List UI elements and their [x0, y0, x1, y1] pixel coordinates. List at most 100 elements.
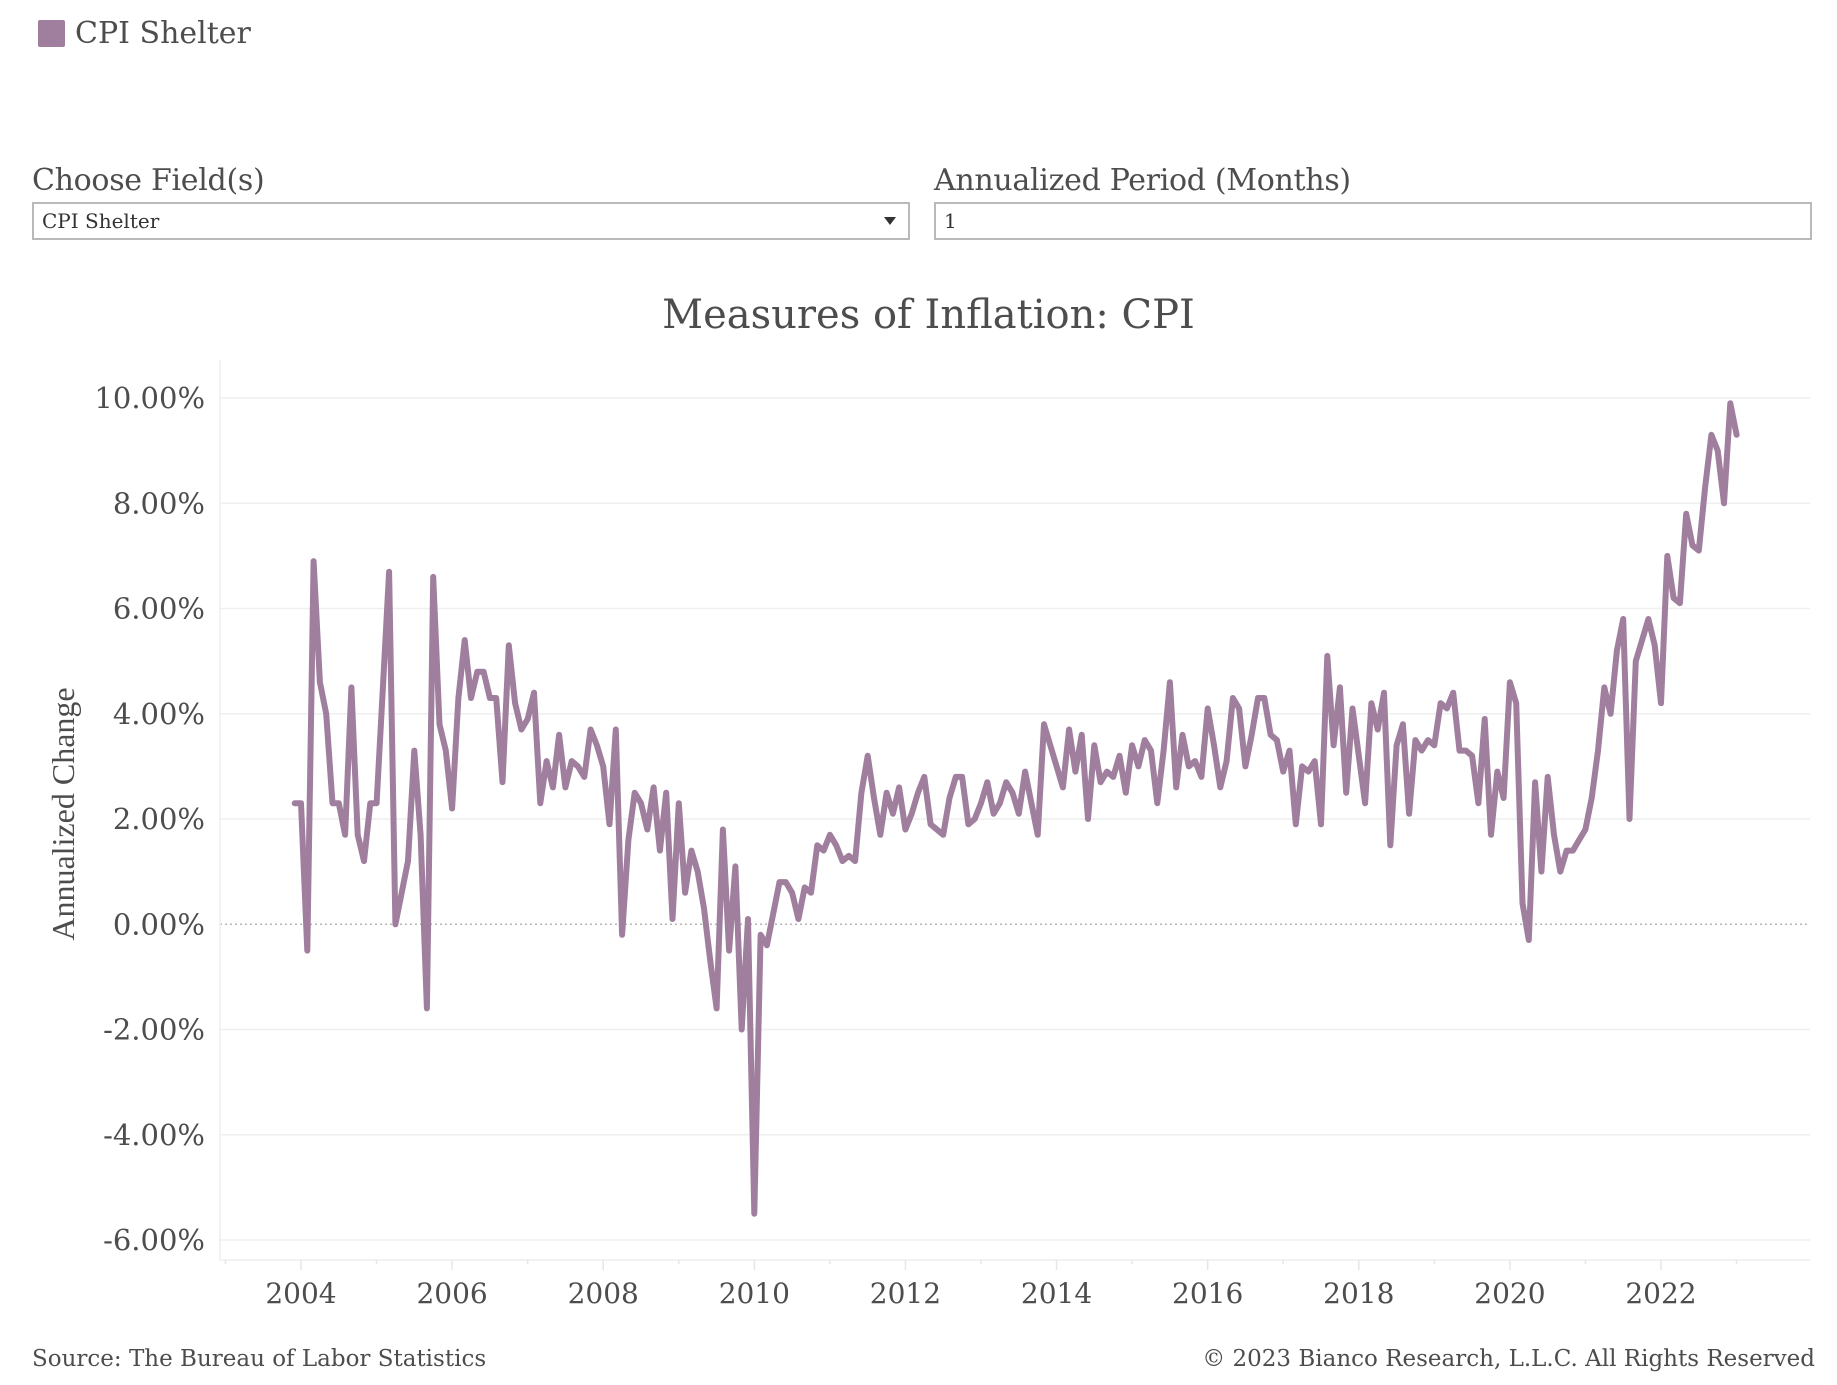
data-point	[1589, 795, 1595, 801]
data-point	[367, 800, 373, 806]
data-point	[688, 848, 694, 854]
data-point	[1708, 432, 1714, 438]
data-point	[884, 790, 890, 796]
field-selector-dropdown[interactable]: CPI Shelter	[32, 202, 910, 240]
data-point	[594, 742, 600, 748]
y-tick-label: 0.00%	[113, 907, 205, 941]
data-point	[386, 569, 392, 575]
x-tick-label: 2008	[568, 1277, 639, 1310]
data-point	[443, 748, 449, 754]
gridlines	[220, 397, 1810, 1241]
data-point	[638, 800, 644, 806]
data-point	[795, 916, 801, 922]
data-point	[298, 800, 304, 806]
data-point	[1488, 832, 1494, 838]
field-selector-group: Choose Field(s) CPI Shelter	[32, 163, 910, 240]
data-point	[1255, 695, 1261, 701]
data-point	[1368, 700, 1374, 706]
data-point	[827, 832, 833, 838]
data-point	[399, 890, 405, 896]
data-point	[972, 816, 978, 822]
data-point	[424, 1005, 430, 1011]
data-point	[1564, 848, 1570, 854]
data-point	[1570, 848, 1576, 854]
data-point	[1419, 748, 1425, 754]
data-point	[814, 842, 820, 848]
data-point	[392, 921, 398, 927]
data-point	[953, 774, 959, 780]
data-point	[1475, 800, 1481, 806]
data-point	[915, 790, 921, 796]
data-point	[1683, 511, 1689, 517]
data-point	[474, 669, 480, 675]
data-point	[1469, 753, 1475, 759]
data-point	[1230, 695, 1236, 701]
source-note: Source: The Bureau of Labor Statistics	[32, 1346, 487, 1372]
data-point	[940, 832, 946, 838]
data-point	[430, 574, 436, 580]
data-point	[808, 890, 814, 896]
data-point	[1268, 732, 1274, 738]
data-point	[1249, 732, 1255, 738]
data-point	[1161, 748, 1167, 754]
data-point	[1601, 684, 1607, 690]
data-point	[720, 827, 726, 833]
data-point	[1054, 763, 1060, 769]
x-tick-label: 2022	[1625, 1277, 1696, 1310]
data-point	[304, 948, 310, 954]
x-tick-label: 2012	[870, 1277, 941, 1310]
data-point	[500, 779, 506, 785]
data-point	[481, 669, 487, 675]
data-point	[1356, 753, 1362, 759]
data-point	[1180, 732, 1186, 738]
data-point	[877, 832, 883, 838]
data-point	[1715, 448, 1721, 454]
data-point	[1104, 769, 1110, 775]
data-point	[695, 869, 701, 875]
data-point	[512, 700, 518, 706]
data-point	[1350, 706, 1356, 712]
y-tick-label: 6.00%	[113, 592, 205, 626]
data-point	[997, 800, 1003, 806]
data-point	[707, 958, 713, 964]
x-tick-label: 2016	[1172, 1277, 1243, 1310]
data-point	[1690, 542, 1696, 548]
data-point	[1532, 779, 1538, 785]
data-point	[1482, 716, 1488, 722]
data-point	[745, 916, 751, 922]
data-point	[569, 758, 575, 764]
data-point	[1186, 763, 1192, 769]
data-point	[1614, 648, 1620, 654]
field-selector-label: Choose Field(s)	[32, 163, 265, 198]
data-point	[348, 684, 354, 690]
x-tick-label: 2020	[1474, 1277, 1545, 1310]
data-point	[902, 827, 908, 833]
data-point	[311, 558, 317, 564]
data-point	[1022, 769, 1028, 775]
data-point	[846, 853, 852, 859]
data-point	[525, 716, 531, 722]
data-point	[1280, 769, 1286, 775]
data-point	[1671, 595, 1677, 601]
x-tick-label: 2018	[1323, 1277, 1394, 1310]
data-point	[607, 821, 613, 827]
x-tick-label: 2006	[416, 1277, 487, 1310]
y-tick-label: 8.00%	[113, 486, 205, 520]
data-point	[1299, 763, 1305, 769]
data-point	[1394, 742, 1400, 748]
caret-down-icon[interactable]	[884, 217, 896, 225]
data-point	[1117, 753, 1123, 759]
data-point	[1261, 695, 1267, 701]
data-point	[947, 795, 953, 801]
data-point	[487, 695, 493, 701]
data-point	[1501, 795, 1507, 801]
data-point	[1526, 937, 1532, 943]
data-point	[840, 858, 846, 864]
data-point	[651, 784, 657, 790]
period-input-label: Annualized Period (Months)	[934, 163, 1351, 198]
data-point	[896, 784, 902, 790]
data-point	[714, 1005, 720, 1011]
period-input[interactable]: 1	[934, 202, 1812, 240]
data-point	[1412, 737, 1418, 743]
data-point	[1645, 616, 1651, 622]
